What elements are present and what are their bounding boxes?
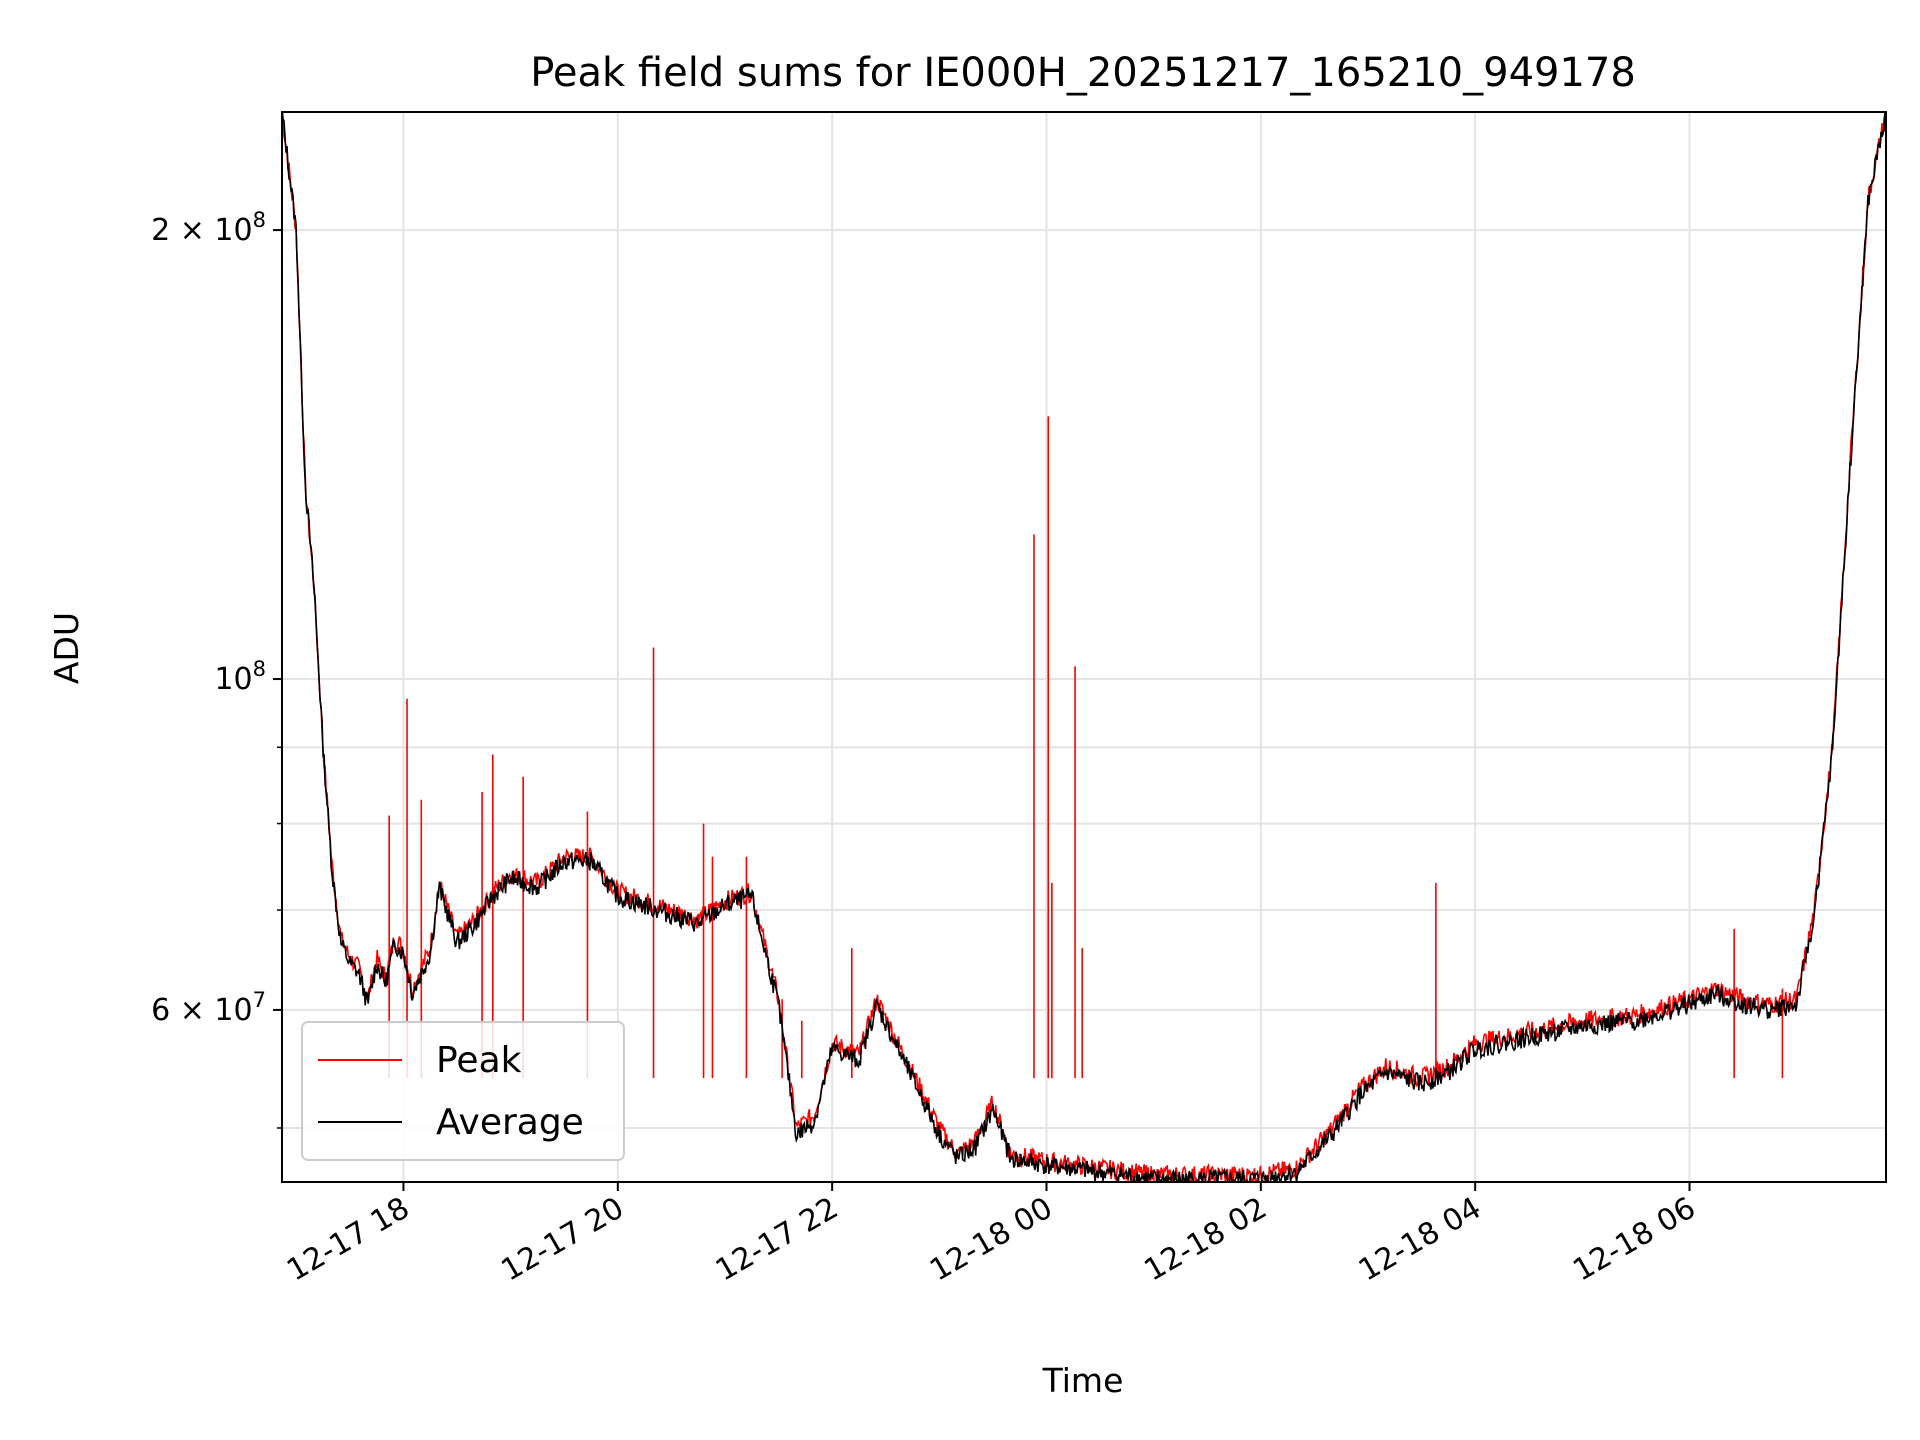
plot-background xyxy=(282,112,1886,1182)
y-tick-label: 6 × 107 xyxy=(151,988,266,1028)
y-axis: 108 2 × 108 6 × 107 xyxy=(151,208,282,1129)
series-average-line xyxy=(282,112,1886,1182)
x-axis-label: Time xyxy=(1042,1361,1124,1400)
y-axis-label: ADU xyxy=(47,612,86,684)
legend-label-peak: Peak xyxy=(436,1040,522,1081)
grid xyxy=(282,112,1886,1182)
chart-title: Peak field sums for IE000H_20251217_1652… xyxy=(530,50,1636,96)
y-tick-label: 2 × 108 xyxy=(151,208,266,248)
plot-area xyxy=(281,111,1887,1183)
legend: Peak Average xyxy=(301,1021,625,1161)
legend-box xyxy=(301,1021,625,1161)
series-layer xyxy=(282,112,1886,1182)
plot-frame xyxy=(281,111,1887,1183)
y-tick-label: 108 xyxy=(214,657,266,697)
legend-label-average: Average xyxy=(436,1102,584,1143)
